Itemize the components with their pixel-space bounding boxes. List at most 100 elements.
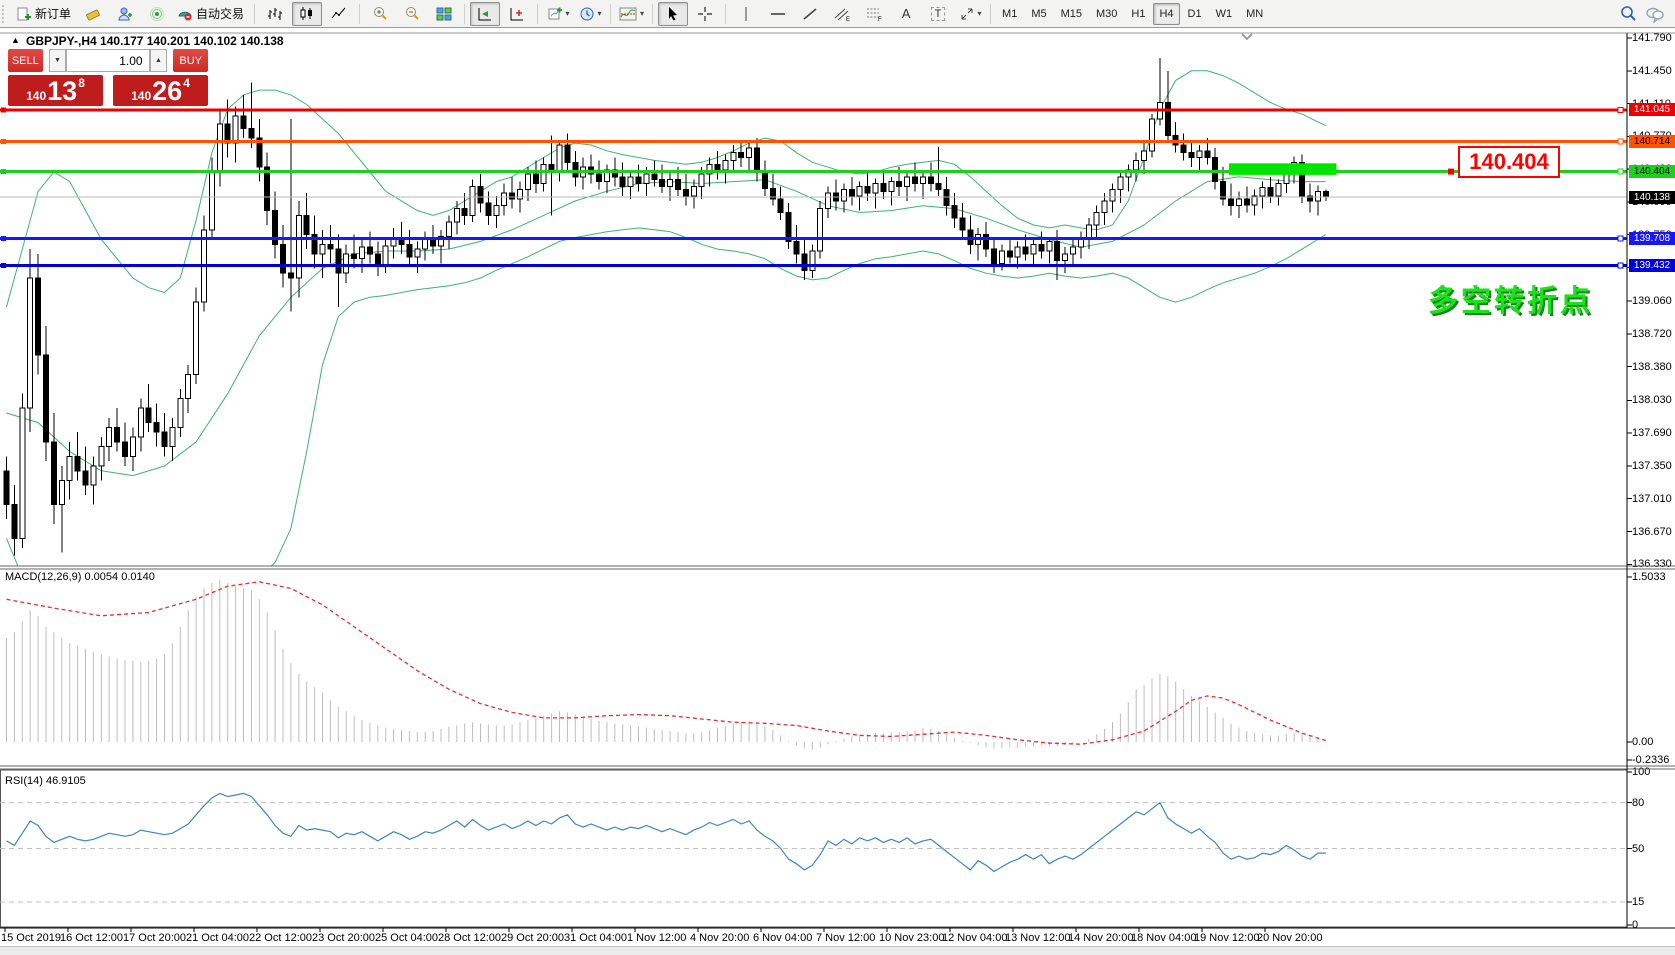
buy-button[interactable]: BUY — [173, 49, 208, 72]
sell-price-pips: 13 — [47, 76, 78, 106]
arrows-icon — [959, 6, 975, 22]
timeframe-d1-button[interactable]: D1 — [1187, 7, 1202, 20]
date-axis-label: 25 Oct 04:00 — [375, 932, 438, 944]
shift-marker-icon — [1241, 33, 1253, 41]
timeframe-h4-button[interactable]: H4 — [1153, 2, 1180, 25]
auto-scroll-icon — [477, 6, 493, 22]
price-line-badge: 140.138 — [1629, 191, 1675, 204]
trendline-tool-button[interactable] — [795, 2, 825, 26]
sell-button[interactable]: SELL — [8, 49, 43, 72]
rsi-axis-tick: 50 — [1632, 843, 1645, 855]
sell-price-display[interactable]: 140 13 8 — [8, 75, 103, 106]
rsi-axis-tick: 0 — [1632, 919, 1639, 931]
candlestick-chart-icon — [299, 6, 315, 22]
tile-windows-button[interactable] — [429, 2, 459, 26]
price-line-badge: 140.714 — [1629, 135, 1675, 148]
timeframe-h1-button[interactable]: H1 — [1131, 7, 1146, 20]
buy-price-figure: 140 — [131, 89, 152, 103]
timeframe-w1-button[interactable]: W1 — [1215, 7, 1233, 20]
auto-scroll-button[interactable] — [470, 1, 501, 26]
toolbar-separator — [990, 3, 992, 24]
price-callout-box[interactable]: 140.404 — [1458, 146, 1560, 178]
profile-button[interactable] — [110, 2, 140, 26]
horizontal-line-tool-button[interactable] — [763, 2, 793, 26]
new-order-button[interactable]: 新订单 — [13, 2, 76, 26]
rsi-value: 46.9105 — [45, 775, 86, 787]
price-axis-tick: 137.350 — [1632, 460, 1672, 472]
rsi-line — [6, 792, 1326, 873]
date-axis-label: 21 Oct 04:00 — [186, 932, 249, 944]
text-tool-icon: A — [901, 6, 911, 21]
toolbar-separator — [610, 3, 612, 24]
user-icon — [117, 6, 133, 22]
signals-button[interactable] — [142, 2, 172, 26]
label-tool-button[interactable]: T — [923, 2, 953, 26]
macd-name: MACD(12,26,9) — [5, 571, 82, 583]
indicators-icon — [619, 6, 637, 22]
date-axis-label: 13 Nov 12:00 — [1005, 932, 1071, 944]
signal-icon — [149, 6, 165, 22]
dropdown-caret-icon: ▾ — [640, 9, 645, 18]
search-icon[interactable] — [1619, 5, 1637, 23]
horizontal-line-icon — [770, 7, 786, 21]
vertical-line-icon — [740, 6, 752, 22]
date-axis-label: 4 Nov 20:00 — [690, 932, 750, 944]
date-axis-label: 7 Nov 12:00 — [816, 932, 876, 944]
crosshair-tool-button[interactable] — [690, 2, 720, 26]
new-order-icon — [16, 6, 32, 22]
one-click-trade-panel: SELL ▼ 1.00 ▲ BUY 140 13 8 140 26 4 — [8, 49, 208, 106]
zoom-out-button[interactable] — [397, 2, 427, 26]
zoom-in-button[interactable] — [365, 2, 395, 26]
candlestick-chart-button[interactable] — [292, 1, 323, 26]
indicators-button[interactable]: ▾ — [616, 2, 647, 26]
date-axis-label: 23 Oct 20:00 — [312, 932, 375, 944]
channel-tool-button[interactable]: E — [827, 2, 857, 26]
macd-main-value: 0.0054 — [84, 571, 119, 583]
bollinger-lower — [6, 227, 1327, 566]
toolbar-separator — [652, 3, 654, 24]
volume-down-button[interactable]: ▼ — [48, 49, 67, 72]
timeframe-m30-button[interactable]: M30 — [1096, 7, 1118, 20]
toolbar-grip[interactable] — [2, 4, 9, 23]
chart-annotation-text[interactable]: 多空转折点 — [1428, 285, 1593, 318]
fibonacci-tool-button[interactable]: F — [859, 2, 889, 26]
timeframe-mn-button[interactable]: MN — [1246, 7, 1264, 20]
date-axis-label: 20 Nov 20:00 — [1257, 932, 1323, 944]
date-axis-label: 16 Oct 12:00 — [60, 932, 123, 944]
new-chart-button[interactable]: ▾ — [543, 2, 573, 26]
chat-icon[interactable] — [1645, 5, 1665, 23]
bar-chart-button[interactable] — [260, 2, 290, 26]
vertical-line-tool-button[interactable] — [731, 2, 761, 26]
chart-shift-button[interactable] — [502, 2, 532, 26]
price-line-badge: 139.708 — [1629, 232, 1675, 245]
timeframe-m15-button[interactable]: M15 — [1060, 7, 1083, 20]
macd-signal-value: 0.0140 — [121, 571, 155, 583]
arrows-tool-button[interactable]: ▾ — [955, 2, 985, 26]
date-axis-label: 15 Oct 2019 — [1, 932, 61, 944]
autotrade-icon — [177, 6, 193, 22]
volume-up-button[interactable]: ▲ — [149, 49, 168, 72]
buy-price-point: 4 — [183, 76, 190, 90]
callout-anchor — [1448, 168, 1454, 175]
horizontal-lines[interactable] — [0, 106, 1627, 269]
price-line-badge: 141.045 — [1629, 103, 1675, 116]
chart-title: GBPJPY-,H4 140.177 140.201 140.102 140.1… — [26, 34, 284, 48]
tile-windows-icon — [436, 6, 452, 22]
volume-input[interactable]: 1.00 — [66, 49, 150, 72]
text-tool-button[interactable]: A — [891, 2, 921, 26]
line-chart-button[interactable] — [324, 2, 354, 26]
autotrade-button[interactable]: 自动交易 — [174, 2, 249, 26]
editor-button[interactable] — [78, 2, 108, 26]
buy-price-display[interactable]: 140 26 4 — [113, 75, 208, 106]
highlight-rect[interactable] — [1229, 163, 1337, 175]
cursor-tool-button[interactable] — [658, 1, 689, 26]
rsi-name: RSI(14) — [5, 775, 43, 787]
timeframe-m1-button[interactable]: M1 — [1002, 7, 1018, 20]
chart-symbol-period: GBPJPY-,H4 — [26, 34, 97, 48]
main-toolbar: 新订单 自动交易 — [0, 0, 1675, 28]
chart-ohlc-values: 140.177 140.201 140.102 140.138 — [100, 34, 284, 48]
status-bar — [0, 946, 1675, 955]
timeframe-m5-button[interactable]: M5 — [1031, 7, 1047, 20]
periods-button[interactable]: ▾ — [575, 2, 605, 26]
